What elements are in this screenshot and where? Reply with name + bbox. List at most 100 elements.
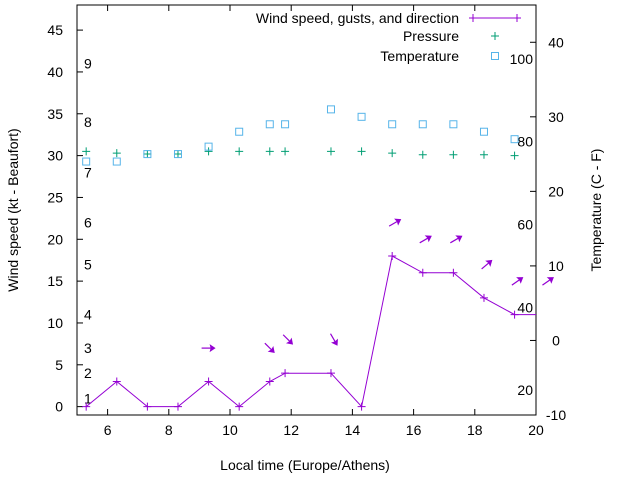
wind-direction-arrow [282, 334, 294, 345]
legend-label-pressure: Pressure [403, 28, 459, 44]
legend-sample-pressure [491, 32, 499, 40]
y-left-tick-label: 20 [47, 231, 63, 247]
wind-speed-point [510, 310, 519, 319]
fahrenheit-label: 20 [517, 382, 533, 398]
pressure-point [357, 147, 366, 156]
y-left-tick-label: 25 [47, 189, 63, 205]
wind-speed-point [265, 377, 274, 386]
temperature-point [449, 120, 458, 129]
y-left-tick-label: 35 [47, 106, 63, 122]
wind-direction-arrow [264, 342, 275, 354]
legend: Wind speed, gusts, and direction Pressur… [256, 10, 459, 64]
x-tick-label: 12 [283, 422, 299, 438]
temperature-point [204, 142, 213, 151]
wind-speed-point [357, 402, 366, 411]
pressure-point [82, 147, 91, 156]
pressure-point [235, 147, 244, 156]
beaufort-label: 4 [84, 307, 92, 323]
wind-direction-arrow [511, 277, 524, 286]
pressure-point [265, 147, 274, 156]
y-left-tick-label: 0 [55, 399, 63, 415]
y-axis-label-right: Temperature (C - F) [588, 149, 604, 272]
beaufort-label: 2 [84, 365, 92, 381]
plot-layer: 6 8 10 12 14 16 18 20051015202530354045-1001020… [47, 4, 566, 438]
wind-speed-line [85, 255, 536, 408]
temperature-point [281, 120, 290, 129]
y-right-tick-label: 40 [548, 34, 564, 50]
legend-label-temperature: Temperature [380, 48, 459, 64]
fahrenheit-label: 100 [510, 51, 534, 67]
y-right-tick-label: 0 [552, 332, 560, 348]
y-left-tick-label: 5 [55, 357, 63, 373]
fahrenheit-label: 40 [517, 299, 533, 315]
wind-direction-arrow [201, 344, 216, 353]
beaufort-label: 6 [84, 215, 92, 231]
wind-speed-point [204, 377, 213, 386]
beaufort-label: 1 [84, 390, 92, 406]
wind-direction-arrow [329, 333, 338, 346]
pressure-point [281, 147, 290, 156]
x-tick-label: 16 [406, 422, 422, 438]
y-axis-label-left: Wind speed (kt - Beaufort) [5, 128, 21, 291]
legend-sample-wind-marks [469, 14, 521, 22]
y-left-tick-label: 45 [47, 22, 63, 38]
wind-speed-point [418, 268, 427, 277]
y-right-tick-label: -10 [546, 407, 566, 423]
wind-speed-point [281, 369, 290, 378]
temperature-point [173, 150, 182, 159]
plot-frame [76, 4, 537, 416]
wind-direction-arrow [388, 218, 402, 227]
temperature-point [143, 150, 152, 159]
y-left-tick-label: 15 [47, 273, 63, 289]
temperature-point [265, 120, 274, 129]
beaufort-label: 3 [84, 340, 92, 356]
pressure-point [479, 150, 488, 159]
x-tick-label: 8 [165, 422, 173, 438]
pressure-point [204, 147, 213, 156]
pressure-point [510, 151, 519, 160]
fahrenheit-label: 60 [517, 216, 533, 232]
wind-speed-point [479, 293, 488, 302]
x-tick-label: 6 [104, 422, 112, 438]
wind-speed-point [173, 402, 182, 411]
pressure-point [112, 149, 121, 158]
wind-direction-arrow [481, 259, 493, 270]
y-left-tick-label: 40 [47, 64, 63, 80]
legend-label-wind: Wind speed, gusts, and direction [256, 10, 459, 26]
y-right-tick-label: 30 [548, 109, 564, 125]
wind-direction-arrow [542, 277, 554, 286]
wind-direction-arrow [419, 235, 432, 244]
wind-speed-point [388, 252, 397, 261]
pressure-point [449, 150, 458, 159]
pressure-point [143, 149, 152, 158]
x-tick-label: 14 [345, 422, 361, 438]
x-tick-label: 20 [528, 422, 544, 438]
temperature-point [357, 112, 366, 121]
temperature-point [235, 127, 244, 136]
wind-speed-point [235, 402, 244, 411]
temperature-point [510, 135, 519, 144]
y-right-tick-label: 20 [548, 183, 564, 199]
pressure-point [173, 149, 182, 158]
temperature-point [388, 120, 397, 129]
x-tick-label: 18 [467, 422, 483, 438]
y-right-tick-label: 10 [548, 258, 564, 274]
x-axis-label: Local time (Europe/Athens) [220, 457, 390, 473]
temperature-point [418, 120, 427, 129]
y-left-tick-label: 30 [47, 148, 63, 164]
fahrenheit-label: 80 [517, 134, 533, 150]
wind-speed-point [326, 369, 335, 378]
beaufort-label: 7 [84, 164, 92, 180]
temperature-point [82, 157, 91, 166]
wind-speed-point [449, 268, 458, 277]
temperature-point [326, 105, 335, 114]
wind-speed-point [143, 402, 152, 411]
pressure-point [418, 150, 427, 159]
pressure-point [388, 149, 397, 158]
beaufort-label: 9 [84, 56, 92, 72]
beaufort-label: 5 [84, 256, 92, 272]
y-left-tick-label: 10 [47, 315, 63, 331]
legend-sample-temperature [491, 52, 499, 60]
x-tick-label: 10 [222, 422, 238, 438]
pressure-point [326, 147, 335, 156]
